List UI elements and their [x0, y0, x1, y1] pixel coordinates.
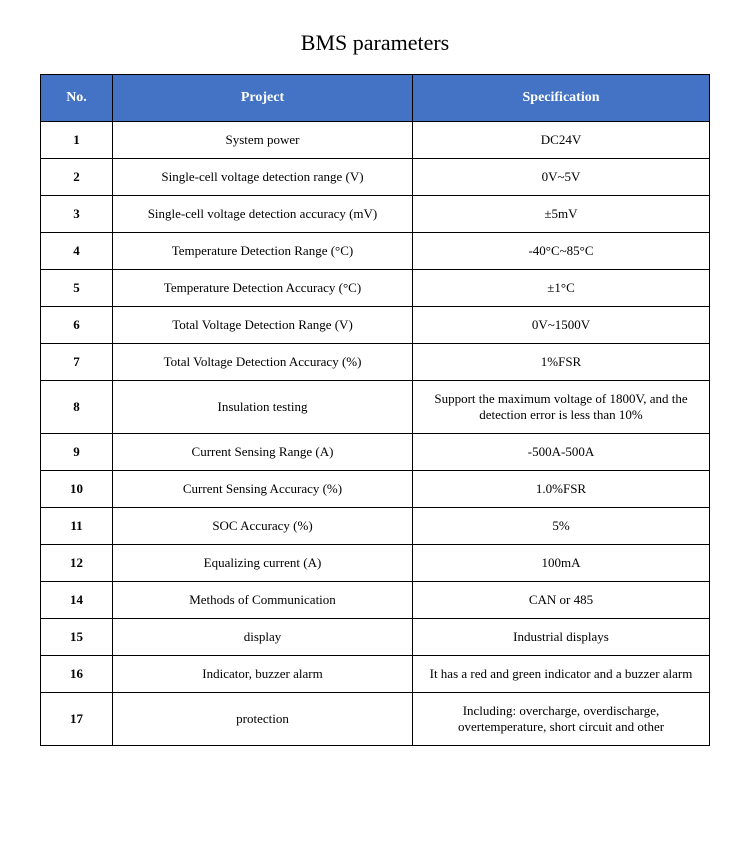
cell-spec: ±1°C [413, 270, 710, 307]
table-row: 1System powerDC24V [41, 122, 710, 159]
cell-spec: 1%FSR [413, 344, 710, 381]
cell-project: Single-cell voltage detection accuracy (… [113, 196, 413, 233]
cell-no: 9 [41, 434, 113, 471]
table-row: 4Temperature Detection Range (°C)-40°C~8… [41, 233, 710, 270]
table-header-row: No. Project Specification [41, 75, 710, 122]
table-row: 9Current Sensing Range (A)-500A-500A [41, 434, 710, 471]
cell-no: 10 [41, 471, 113, 508]
table-row: 5Temperature Detection Accuracy (°C)±1°C [41, 270, 710, 307]
cell-spec: DC24V [413, 122, 710, 159]
table-row: 11SOC Accuracy (%)5% [41, 508, 710, 545]
table-row: 14Methods of CommunicationCAN or 485 [41, 582, 710, 619]
cell-project: Indicator, buzzer alarm [113, 656, 413, 693]
table-row: 3Single-cell voltage detection accuracy … [41, 196, 710, 233]
cell-project: protection [113, 693, 413, 746]
cell-project: Single-cell voltage detection range (V) [113, 159, 413, 196]
table-row: 16Indicator, buzzer alarmIt has a red an… [41, 656, 710, 693]
table-row: 17protectionIncluding: overcharge, overd… [41, 693, 710, 746]
parameters-table: No. Project Specification 1System powerD… [40, 74, 710, 746]
cell-project: Equalizing current (A) [113, 545, 413, 582]
cell-project: Temperature Detection Accuracy (°C) [113, 270, 413, 307]
table-row: 10Current Sensing Accuracy (%)1.0%FSR [41, 471, 710, 508]
table-row: 7Total Voltage Detection Accuracy (%)1%F… [41, 344, 710, 381]
cell-spec: ±5mV [413, 196, 710, 233]
cell-project: Current Sensing Accuracy (%) [113, 471, 413, 508]
cell-spec: It has a red and green indicator and a b… [413, 656, 710, 693]
cell-project: Temperature Detection Range (°C) [113, 233, 413, 270]
cell-spec: Support the maximum voltage of 1800V, an… [413, 381, 710, 434]
cell-spec: 5% [413, 508, 710, 545]
cell-no: 6 [41, 307, 113, 344]
cell-no: 11 [41, 508, 113, 545]
header-project: Project [113, 75, 413, 122]
table-row: 6Total Voltage Detection Range (V)0V~150… [41, 307, 710, 344]
cell-project: System power [113, 122, 413, 159]
cell-no: 12 [41, 545, 113, 582]
cell-spec: 100mA [413, 545, 710, 582]
cell-no: 2 [41, 159, 113, 196]
cell-no: 16 [41, 656, 113, 693]
cell-no: 1 [41, 122, 113, 159]
cell-spec: -500A-500A [413, 434, 710, 471]
table-row: 8Insulation testingSupport the maximum v… [41, 381, 710, 434]
cell-project: SOC Accuracy (%) [113, 508, 413, 545]
cell-spec: -40°C~85°C [413, 233, 710, 270]
header-spec: Specification [413, 75, 710, 122]
cell-project: Total Voltage Detection Accuracy (%) [113, 344, 413, 381]
table-row: 15displayIndustrial displays [41, 619, 710, 656]
cell-project: Insulation testing [113, 381, 413, 434]
cell-no: 5 [41, 270, 113, 307]
cell-no: 4 [41, 233, 113, 270]
cell-spec: CAN or 485 [413, 582, 710, 619]
cell-no: 15 [41, 619, 113, 656]
table-row: 12Equalizing current (A)100mA [41, 545, 710, 582]
cell-no: 7 [41, 344, 113, 381]
cell-spec: 0V~5V [413, 159, 710, 196]
cell-no: 17 [41, 693, 113, 746]
cell-spec: 0V~1500V [413, 307, 710, 344]
cell-project: Methods of Communication [113, 582, 413, 619]
page-title: BMS parameters [40, 30, 710, 56]
cell-project: Current Sensing Range (A) [113, 434, 413, 471]
cell-spec: 1.0%FSR [413, 471, 710, 508]
header-no: No. [41, 75, 113, 122]
table-row: 2Single-cell voltage detection range (V)… [41, 159, 710, 196]
cell-no: 3 [41, 196, 113, 233]
cell-no: 8 [41, 381, 113, 434]
cell-spec: Industrial displays [413, 619, 710, 656]
cell-project: Total Voltage Detection Range (V) [113, 307, 413, 344]
cell-project: display [113, 619, 413, 656]
cell-no: 14 [41, 582, 113, 619]
cell-spec: Including: overcharge, overdischarge, ov… [413, 693, 710, 746]
